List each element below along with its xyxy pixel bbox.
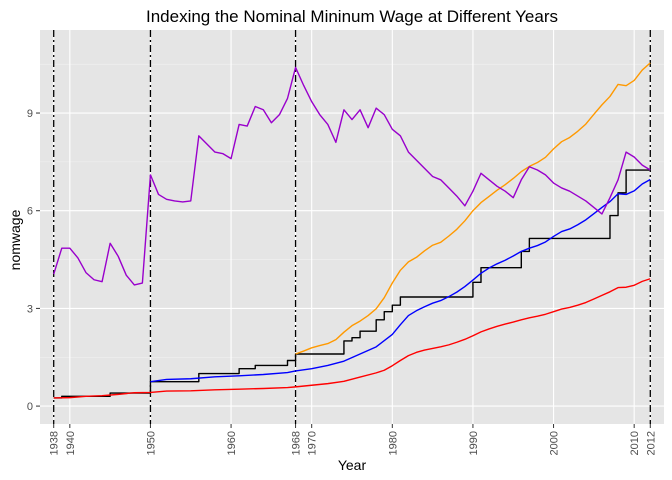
x-tick-label: 1950 [145, 431, 157, 455]
x-tick-label: 1940 [65, 431, 77, 455]
panel-background [40, 30, 664, 424]
x-tick-label: 1970 [307, 431, 319, 455]
x-tick-label: 1990 [468, 431, 480, 455]
chart-title: Indexing the Nominal Mininum Wage at Dif… [146, 7, 558, 26]
x-tick-label: 1968 [291, 431, 303, 455]
y-tick-label: 3 [27, 303, 33, 315]
series-line-index_2012 [53, 66, 651, 286]
x-tick-label: 1960 [226, 431, 238, 455]
x-tick-label: 2000 [549, 431, 561, 455]
y-tick-label: 6 [27, 206, 33, 218]
x-tick-label: 2010 [629, 431, 641, 455]
x-tick-label: 1980 [387, 431, 399, 455]
series-line-index_1950 [150, 178, 651, 383]
y-tick-label: 0 [27, 401, 33, 413]
x-tick-label: 2012 [645, 431, 657, 455]
series-line-index_1968 [295, 62, 651, 355]
x-tick-label: 1938 [49, 431, 61, 455]
x-axis-title: Year [338, 457, 367, 473]
y-tick-label: 9 [27, 108, 33, 120]
y-axis-title: nomwage [7, 209, 23, 270]
series-line-index_1938 [53, 278, 651, 399]
plot-area: 0 3 6 9 1938 1940 1950 1960 1968 1970 1980 1990 2000… [27, 30, 664, 455]
